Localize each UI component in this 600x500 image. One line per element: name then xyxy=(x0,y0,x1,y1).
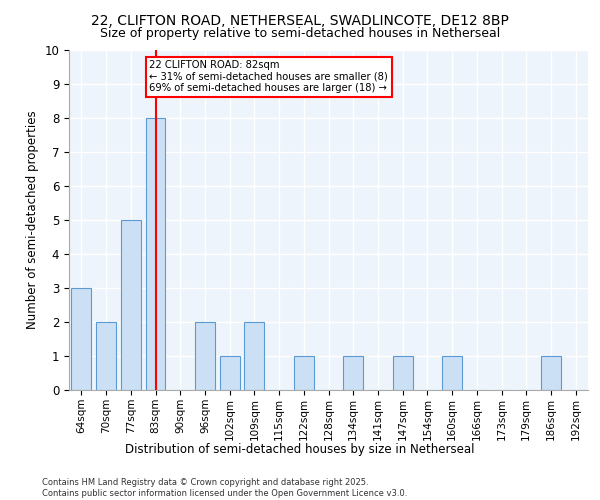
Bar xyxy=(343,356,363,390)
Bar xyxy=(294,356,314,390)
Text: 22 CLIFTON ROAD: 82sqm
← 31% of semi-detached houses are smaller (8)
69% of semi: 22 CLIFTON ROAD: 82sqm ← 31% of semi-det… xyxy=(149,60,388,94)
Bar xyxy=(146,118,166,390)
Bar xyxy=(121,220,140,390)
Text: Size of property relative to semi-detached houses in Netherseal: Size of property relative to semi-detach… xyxy=(100,28,500,40)
Bar xyxy=(220,356,239,390)
Bar xyxy=(244,322,264,390)
Bar xyxy=(393,356,413,390)
Bar xyxy=(71,288,91,390)
Bar xyxy=(96,322,116,390)
Text: Contains HM Land Registry data © Crown copyright and database right 2025.
Contai: Contains HM Land Registry data © Crown c… xyxy=(42,478,407,498)
Text: 22, CLIFTON ROAD, NETHERSEAL, SWADLINCOTE, DE12 8BP: 22, CLIFTON ROAD, NETHERSEAL, SWADLINCOT… xyxy=(91,14,509,28)
Bar xyxy=(541,356,561,390)
Y-axis label: Number of semi-detached properties: Number of semi-detached properties xyxy=(26,110,39,330)
Text: Distribution of semi-detached houses by size in Netherseal: Distribution of semi-detached houses by … xyxy=(125,442,475,456)
Bar xyxy=(195,322,215,390)
Bar xyxy=(442,356,462,390)
